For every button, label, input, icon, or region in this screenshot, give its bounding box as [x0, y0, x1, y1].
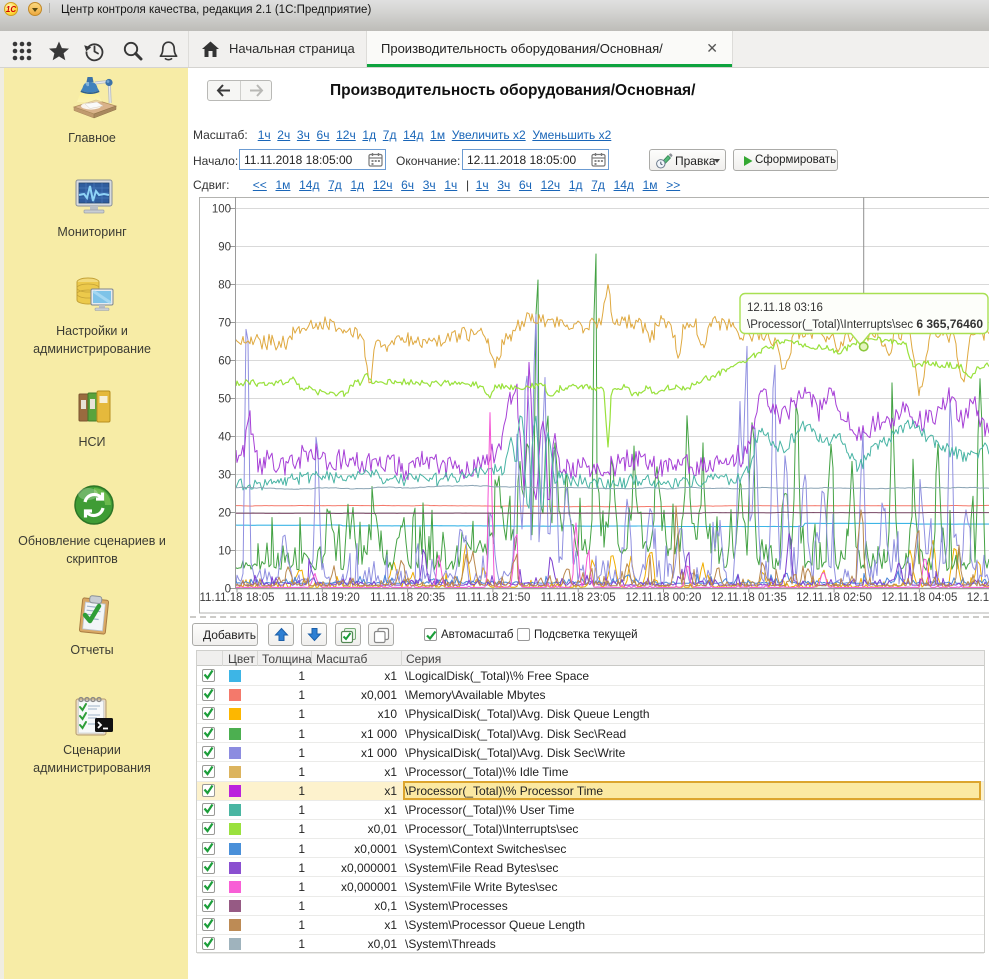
svg-text:80: 80 [218, 280, 231, 292]
svg-text:12.11.18 02:50: 12.11.18 02:50 [796, 592, 872, 604]
svg-text:12.11.18 05:20: 12.11.18 05:20 [967, 592, 989, 604]
svg-text:70: 70 [218, 318, 231, 330]
svg-text:12.11.18 04:05: 12.11.18 04:05 [881, 592, 957, 604]
svg-text:50: 50 [218, 394, 231, 406]
svg-text:11.11.18 23:05: 11.11.18 23:05 [541, 592, 616, 604]
svg-text:10: 10 [218, 546, 231, 558]
svg-text:11.11.18 19:20: 11.11.18 19:20 [285, 592, 360, 604]
svg-text:11.11.18 20:35: 11.11.18 20:35 [370, 592, 445, 604]
svg-text:90: 90 [218, 242, 231, 254]
svg-text:100: 100 [212, 204, 231, 216]
svg-text:12.11.18 01:35: 12.11.18 01:35 [711, 592, 787, 604]
svg-text:12.11.18 00:20: 12.11.18 00:20 [626, 592, 702, 604]
svg-text:11.11.18 21:50: 11.11.18 21:50 [455, 592, 530, 604]
svg-text:11.11.18 18:05: 11.11.18 18:05 [199, 592, 274, 604]
svg-text:60: 60 [218, 356, 231, 368]
svg-text:0: 0 [225, 584, 231, 596]
svg-text:40: 40 [218, 432, 231, 444]
svg-text:20: 20 [218, 508, 231, 520]
svg-text:\Processor(_Total)\Interrupts\: \Processor(_Total)\Interrupts\sec 6 365,… [747, 317, 983, 331]
svg-text:12.11.18 03:16: 12.11.18 03:16 [747, 302, 823, 314]
svg-text:30: 30 [218, 470, 231, 482]
